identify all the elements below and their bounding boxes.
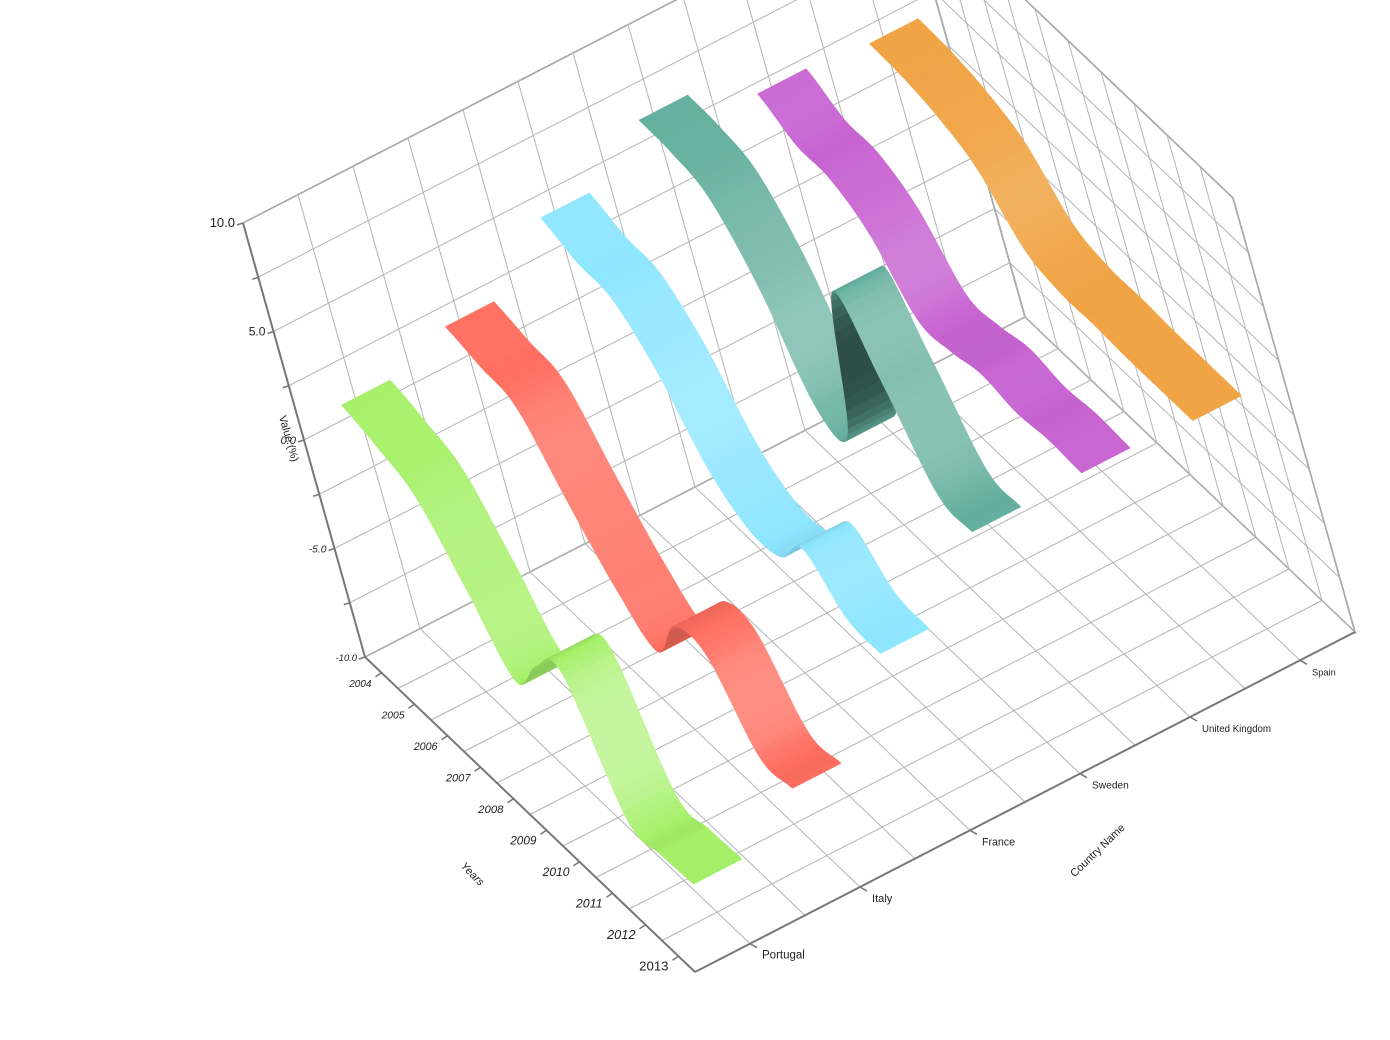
ribbon-segment <box>877 625 930 654</box>
year-tick-label: 2006 <box>413 741 438 753</box>
ribbon-france <box>540 192 930 654</box>
ribbon-segment <box>969 503 1021 533</box>
ribbon-sweden <box>638 94 1021 533</box>
year-tick-label: 2004 <box>348 679 372 690</box>
year-tick-label: 2010 <box>542 865 570 879</box>
ribbon-segment <box>1190 392 1242 421</box>
value-tick-label: 0.0 <box>280 435 296 447</box>
ribbon-spain <box>869 18 1242 421</box>
country-tick-label: France <box>982 836 1015 848</box>
country-tick-label: Sweden <box>1092 781 1129 792</box>
value-tick-label: 5.0 <box>249 325 266 339</box>
year-tick-label: 2013 <box>639 958 668 973</box>
year-tick-label: 2007 <box>445 772 472 784</box>
country-tick-label: Portugal <box>762 950 805 962</box>
country-tick-label: Italy <box>872 893 893 905</box>
ribbon-segment <box>789 760 842 789</box>
years-axis <box>364 656 696 973</box>
ribbon-united-kingdom <box>757 68 1131 474</box>
value-tick-label: -10.0 <box>336 652 358 663</box>
year-tick-label: 2009 <box>509 833 537 847</box>
chart-axes <box>236 222 1356 973</box>
year-tick-label: 2008 <box>477 804 504 816</box>
year-tick-label: 2005 <box>381 710 405 721</box>
ribbon-segment <box>1078 445 1131 474</box>
years-axis-title: Years <box>458 860 487 889</box>
year-tick-label: 2012 <box>606 927 635 942</box>
ribbon-segment <box>690 856 743 885</box>
ribbon-portugal <box>341 379 743 885</box>
value-tick-label: -5.0 <box>309 545 327 556</box>
chart-ribbons <box>341 18 1242 885</box>
value-tick-label: 10.0 <box>210 215 235 230</box>
country-tick-label: Spain <box>1312 667 1336 677</box>
country-axis-title: Country Name <box>1068 822 1127 880</box>
country-axis <box>694 631 1356 973</box>
ribbon-italy <box>444 301 842 789</box>
country-tick-label: United Kingdom <box>1202 724 1271 735</box>
year-tick-label: 2011 <box>575 896 603 910</box>
